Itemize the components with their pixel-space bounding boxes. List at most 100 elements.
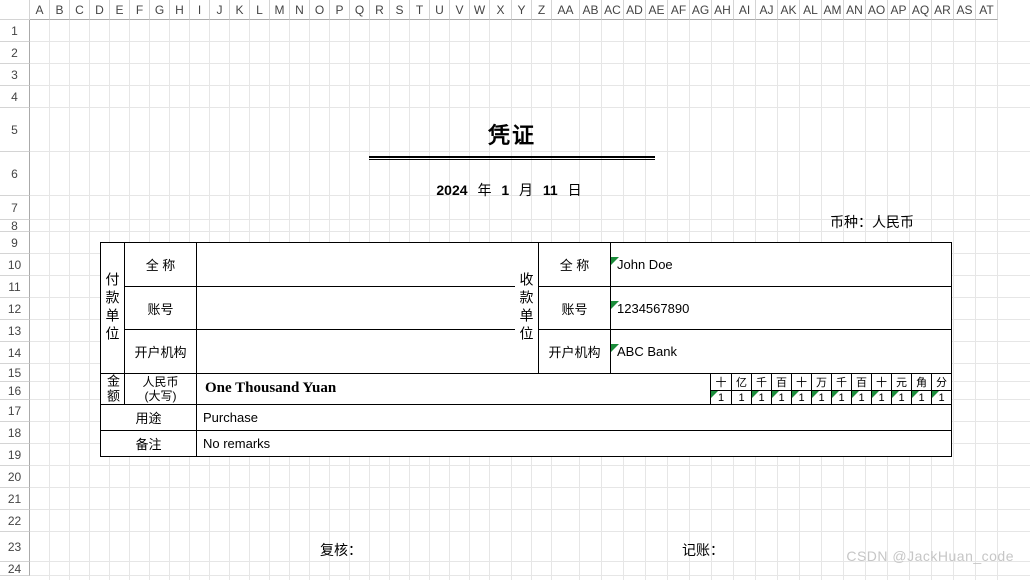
row-header[interactable]: 7	[0, 196, 30, 220]
column-header[interactable]: AB	[580, 0, 602, 20]
select-all-corner[interactable]	[0, 0, 30, 20]
column-header[interactable]: AN	[844, 0, 866, 20]
column-header[interactable]: U	[430, 0, 450, 20]
row-header[interactable]: 23	[0, 532, 30, 562]
column-header[interactable]: L	[250, 0, 270, 20]
row-header[interactable]: 5	[0, 108, 30, 152]
payee-bank-value[interactable]: ABC Bank	[611, 344, 951, 359]
row-header[interactable]: 9	[0, 232, 30, 254]
remark-value[interactable]: No remarks	[197, 431, 951, 456]
column-header[interactable]: T	[410, 0, 430, 20]
column-header[interactable]: AI	[734, 0, 756, 20]
column-header[interactable]: AP	[888, 0, 910, 20]
column-header[interactable]: AR	[932, 0, 954, 20]
digit-value-cell[interactable]: 1	[791, 391, 811, 404]
row-header[interactable]: 24	[0, 562, 30, 576]
row-header[interactable]: 17	[0, 400, 30, 422]
column-header[interactable]: AA	[552, 0, 580, 20]
digit-value-cell[interactable]: 1	[771, 391, 791, 404]
column-header[interactable]: AQ	[910, 0, 932, 20]
parties-row: 付款单位 全 称 账号 开户机构 收款单位 全 称 John Doe 账号	[100, 242, 952, 374]
column-header[interactable]: H	[170, 0, 190, 20]
row-header[interactable]: 19	[0, 444, 30, 466]
column-header[interactable]: E	[110, 0, 130, 20]
column-header[interactable]: O	[310, 0, 330, 20]
row-header[interactable]: 12	[0, 298, 30, 320]
column-header[interactable]: AH	[712, 0, 734, 20]
digit-value-cell[interactable]: 1	[931, 391, 951, 404]
column-header[interactable]: C	[70, 0, 90, 20]
column-header[interactable]: AF	[668, 0, 690, 20]
month-value: 1	[501, 182, 509, 198]
column-header[interactable]: V	[450, 0, 470, 20]
column-header[interactable]: AO	[866, 0, 888, 20]
column-header[interactable]: R	[370, 0, 390, 20]
digit-header-cell: 元	[891, 374, 911, 390]
amount-in-words[interactable]: One Thousand Yuan	[197, 374, 710, 404]
remark-label: 备注	[101, 431, 197, 456]
digit-value-cell[interactable]: 1	[831, 391, 851, 404]
voucher-form: 付款单位 全 称 账号 开户机构 收款单位 全 称 John Doe 账号	[100, 242, 952, 457]
digit-header-cell: 亿	[731, 374, 751, 390]
digit-value-cell[interactable]: 1	[811, 391, 831, 404]
column-header[interactable]: K	[230, 0, 250, 20]
column-header[interactable]: P	[330, 0, 350, 20]
digit-value-cell[interactable]: 1	[731, 391, 751, 404]
row-header[interactable]: 20	[0, 466, 30, 488]
column-header[interactable]: A	[30, 0, 50, 20]
column-header[interactable]: AG	[690, 0, 712, 20]
column-header[interactable]: AL	[800, 0, 822, 20]
digit-value-cell[interactable]: 1	[891, 391, 911, 404]
column-header[interactable]: W	[470, 0, 490, 20]
column-header[interactable]: G	[150, 0, 170, 20]
digit-value-cell[interactable]: 1	[871, 391, 891, 404]
row-header[interactable]: 22	[0, 510, 30, 532]
payee-block: 全 称 John Doe 账号 1234567890 开户机构 ABC Bank	[539, 243, 951, 373]
row-header[interactable]: 14	[0, 342, 30, 364]
row-header[interactable]: 3	[0, 64, 30, 86]
row-header[interactable]: 21	[0, 488, 30, 510]
column-header[interactable]: AK	[778, 0, 800, 20]
column-header[interactable]: J	[210, 0, 230, 20]
row-header[interactable]: 8	[0, 220, 30, 232]
payee-name-value[interactable]: John Doe	[611, 257, 951, 272]
row-header[interactable]: 15	[0, 364, 30, 382]
usage-value[interactable]: Purchase	[197, 405, 951, 430]
digit-headers: 十亿千百十万千百十元角分	[711, 374, 951, 390]
row-header[interactable]: 11	[0, 276, 30, 298]
column-header[interactable]: AJ	[756, 0, 778, 20]
column-header[interactable]: B	[50, 0, 70, 20]
row-header[interactable]: 4	[0, 86, 30, 108]
column-header[interactable]: M	[270, 0, 290, 20]
column-header[interactable]: AD	[624, 0, 646, 20]
column-header[interactable]: AC	[602, 0, 624, 20]
row-header[interactable]: 18	[0, 422, 30, 444]
payee-bank-label: 开户机构	[539, 330, 611, 373]
digit-value-cell[interactable]: 1	[851, 391, 871, 404]
column-header[interactable]: AS	[954, 0, 976, 20]
row-header[interactable]: 6	[0, 152, 30, 196]
row-header[interactable]: 2	[0, 42, 30, 64]
row-header[interactable]: 1	[0, 20, 30, 42]
row-header[interactable]: 10	[0, 254, 30, 276]
column-header[interactable]: D	[90, 0, 110, 20]
row-header[interactable]: 16	[0, 382, 30, 400]
row-header[interactable]: 13	[0, 320, 30, 342]
column-header[interactable]: F	[130, 0, 150, 20]
column-header[interactable]: N	[290, 0, 310, 20]
column-header[interactable]: S	[390, 0, 410, 20]
digit-header-cell: 万	[811, 374, 831, 390]
column-header[interactable]: Z	[532, 0, 552, 20]
column-header[interactable]: Y	[512, 0, 532, 20]
payee-account-value[interactable]: 1234567890	[611, 301, 951, 316]
column-header[interactable]: Q	[350, 0, 370, 20]
column-header[interactable]: AE	[646, 0, 668, 20]
digit-value-cell[interactable]: 1	[751, 391, 771, 404]
row-headers: 123456789101112131415161718192021222324	[0, 20, 30, 580]
column-header[interactable]: AM	[822, 0, 844, 20]
column-header[interactable]: I	[190, 0, 210, 20]
digit-value-cell[interactable]: 1	[711, 391, 731, 404]
digit-value-cell[interactable]: 1	[911, 391, 931, 404]
column-header[interactable]: X	[490, 0, 512, 20]
column-header[interactable]: AT	[976, 0, 998, 20]
